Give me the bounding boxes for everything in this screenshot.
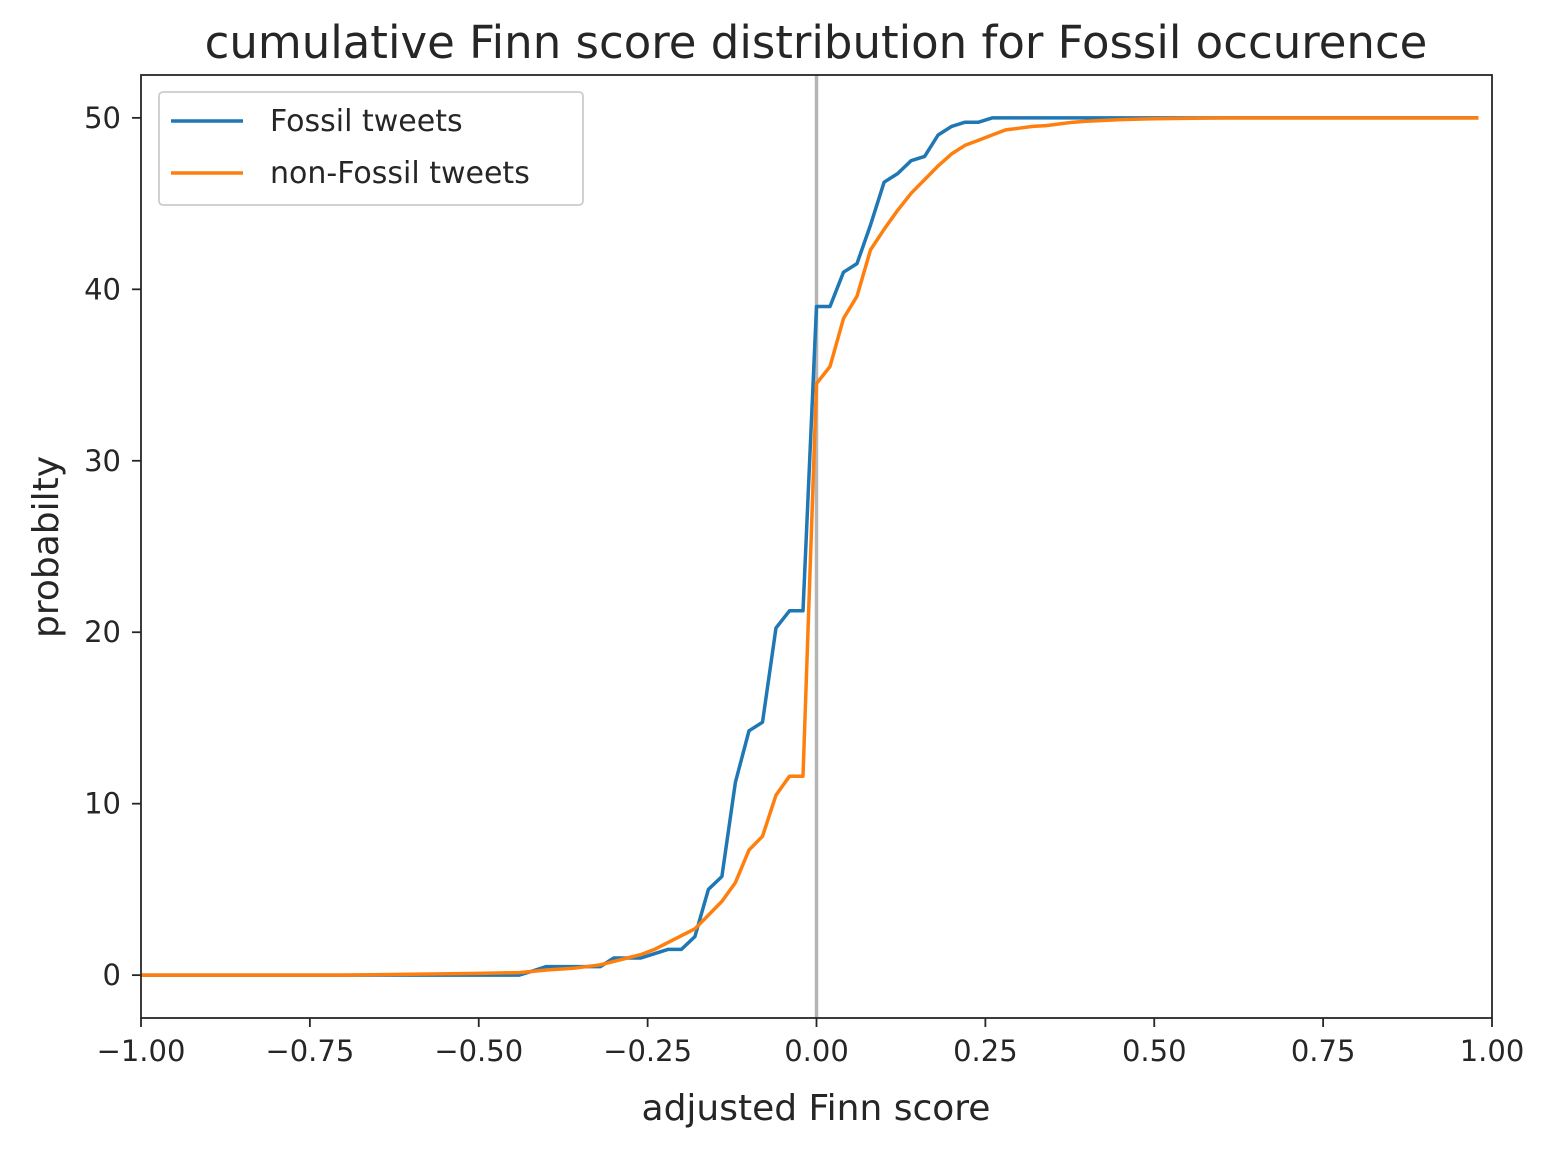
legend-label-1: Fossil tweets xyxy=(270,104,463,139)
y-tick-label: 20 xyxy=(84,615,121,649)
x-tick-label: 0.50 xyxy=(1122,1034,1187,1068)
y-tick-label: 50 xyxy=(84,101,121,135)
x-tick-label: 0.25 xyxy=(953,1034,1018,1068)
y-tick-label: 30 xyxy=(84,444,121,478)
x-axis-label: adjusted Finn score xyxy=(642,1088,991,1129)
x-axis-ticks: −1.00 −0.75 −0.50 −0.25 0.00 0.25 0.50 0.75 1.00 xyxy=(97,1018,1525,1068)
x-tick-label: 1.00 xyxy=(1460,1034,1525,1068)
plot-area xyxy=(140,74,1493,1019)
y-axis-label: probabilty xyxy=(26,456,67,638)
x-tick-label: −0.50 xyxy=(434,1034,523,1068)
x-tick-label: −1.00 xyxy=(97,1034,186,1068)
series-line-2 xyxy=(141,116,1479,977)
x-tick-label: −0.75 xyxy=(265,1034,354,1068)
chart-title: cumulative Finn score distribution for F… xyxy=(205,16,1428,69)
y-tick-label: 10 xyxy=(84,787,121,821)
legend-label-2: non-Fossil tweets xyxy=(270,156,530,191)
y-axis-ticks: 0 10 20 30 40 50 xyxy=(84,101,141,992)
legend: Fossil tweets non-Fossil tweets xyxy=(158,91,584,206)
x-tick-label: −0.25 xyxy=(603,1034,692,1068)
x-tick-label: 0.00 xyxy=(784,1034,849,1068)
legend-box xyxy=(158,91,584,206)
x-tick-label: 0.75 xyxy=(1291,1034,1356,1068)
y-tick-label: 0 xyxy=(103,958,121,992)
y-tick-label: 40 xyxy=(84,272,121,306)
